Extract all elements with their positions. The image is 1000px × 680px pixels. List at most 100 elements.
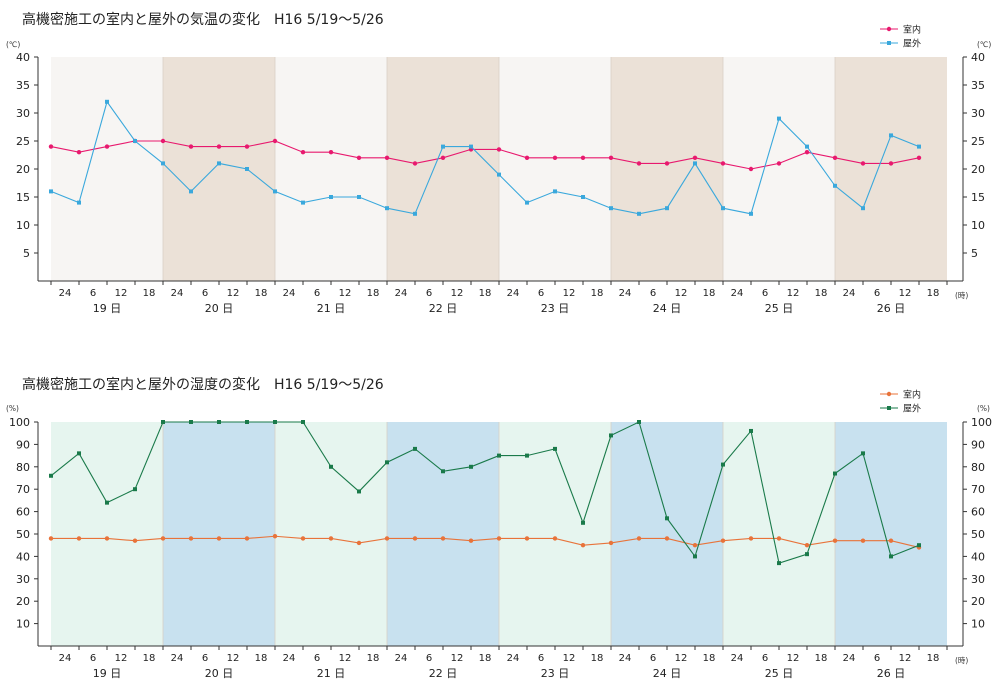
data-point	[384, 536, 390, 541]
x-hour-label: 12	[563, 653, 576, 664]
data-point	[748, 166, 754, 172]
y-tick-label-right: 90	[971, 438, 985, 451]
data-point	[245, 420, 249, 424]
x-day-label: 19 日	[93, 302, 122, 315]
day-band	[723, 422, 835, 646]
data-point	[329, 195, 333, 199]
series-outdoor	[49, 420, 921, 566]
data-point	[440, 155, 446, 160]
y-unit-left: (%)	[6, 404, 19, 413]
x-hour-label: 18	[591, 653, 604, 664]
data-point	[161, 420, 165, 424]
temperature-chart: 5 5 10 10 15 15 20 20 25 25 30 30 35 35 40 40 (℃) (℃) (時) 2…	[6, 11, 991, 315]
x-unit-hour: (時)	[955, 656, 968, 665]
x-hour-label: 18	[479, 288, 492, 299]
data-point	[553, 189, 557, 194]
x-day-label: 26 日	[877, 667, 906, 680]
data-point	[608, 155, 614, 160]
data-point	[160, 536, 166, 541]
x-hour-label: 24	[843, 288, 856, 299]
data-point	[580, 543, 586, 548]
series-indoor	[48, 534, 922, 550]
data-point	[665, 206, 669, 211]
x-day-label: 24 日	[653, 302, 682, 315]
x-day-label: 21 日	[317, 302, 346, 315]
x-hour-label: 18	[143, 288, 156, 299]
data-point	[692, 155, 698, 160]
y-tick-label-right: 15	[971, 191, 985, 204]
legend-label: 屋外	[903, 403, 921, 415]
y-tick-label-left: 60	[16, 506, 30, 519]
data-point	[440, 536, 446, 541]
data-point	[216, 144, 222, 149]
y-tick-label-left: 90	[16, 438, 30, 451]
day-band	[51, 57, 163, 281]
x-hour-label: 18	[703, 288, 716, 299]
day-band	[387, 422, 499, 646]
data-point	[524, 155, 530, 160]
data-point	[721, 206, 725, 211]
data-point	[580, 155, 586, 160]
y-tick-label-right: 35	[971, 79, 985, 92]
x-hour-label: 12	[787, 653, 800, 664]
y-tick-label-left: 30	[16, 573, 30, 586]
data-point	[329, 464, 333, 469]
x-hour-label: 6	[874, 288, 880, 299]
day-band	[275, 422, 387, 646]
y-tick-label-left: 15	[16, 191, 30, 204]
data-point	[917, 144, 921, 149]
x-day-label: 20 日	[205, 302, 234, 315]
y-tick-label-left: 25	[16, 135, 30, 148]
x-hour-label: 18	[479, 653, 492, 664]
x-hour-label: 12	[115, 653, 128, 664]
data-point	[49, 189, 53, 194]
day-band	[275, 57, 387, 281]
x-day-label: 19 日	[93, 667, 122, 680]
y-unit-right: (%)	[977, 404, 990, 413]
data-point	[637, 211, 641, 216]
legend-label: 室内	[903, 24, 921, 36]
data-point	[525, 453, 529, 458]
y-tick-label-left: 10	[16, 219, 30, 232]
data-point	[384, 155, 390, 160]
data-point	[833, 183, 837, 188]
series-line	[50, 100, 920, 215]
x-hour-label: 24	[171, 653, 184, 664]
y-tick-label-right: 30	[971, 107, 985, 120]
data-point	[609, 206, 613, 211]
y-tick-label-right: 40	[971, 51, 985, 64]
x-hour-label: 18	[255, 288, 268, 299]
x-hour-label: 18	[591, 288, 604, 299]
x-day-label: 25 日	[765, 302, 794, 315]
day-band	[723, 57, 835, 281]
x-hour-label: 24	[395, 653, 408, 664]
data-point	[328, 536, 334, 541]
data-point	[49, 473, 53, 478]
data-point	[132, 538, 138, 543]
x-unit-hour: (時)	[955, 291, 968, 300]
data-point	[385, 460, 389, 465]
data-point	[860, 538, 866, 543]
x-hour-label: 18	[703, 653, 716, 664]
data-point	[188, 144, 194, 149]
data-point	[665, 516, 669, 521]
data-point	[301, 200, 305, 205]
y-tick-label-left: 40	[16, 51, 30, 64]
x-hour-label: 18	[815, 288, 828, 299]
humidity-chart: 10 10 20 20 30 30 40 40 50 50 60 60 70 70 80 80 90 90 100 1…	[6, 376, 992, 680]
x-hour-label: 12	[563, 288, 576, 299]
data-point	[748, 536, 754, 541]
data-point	[133, 487, 137, 492]
data-point	[413, 211, 417, 216]
x-hour-label: 18	[255, 653, 268, 664]
data-point	[888, 538, 894, 543]
data-point	[496, 147, 502, 152]
x-hour-label: 6	[650, 653, 656, 664]
x-hour-label: 12	[675, 653, 688, 664]
data-point	[833, 471, 837, 476]
day-band	[163, 57, 275, 281]
data-point	[244, 144, 250, 149]
x-hour-label: 6	[650, 288, 656, 299]
x-day-label: 20 日	[205, 667, 234, 680]
